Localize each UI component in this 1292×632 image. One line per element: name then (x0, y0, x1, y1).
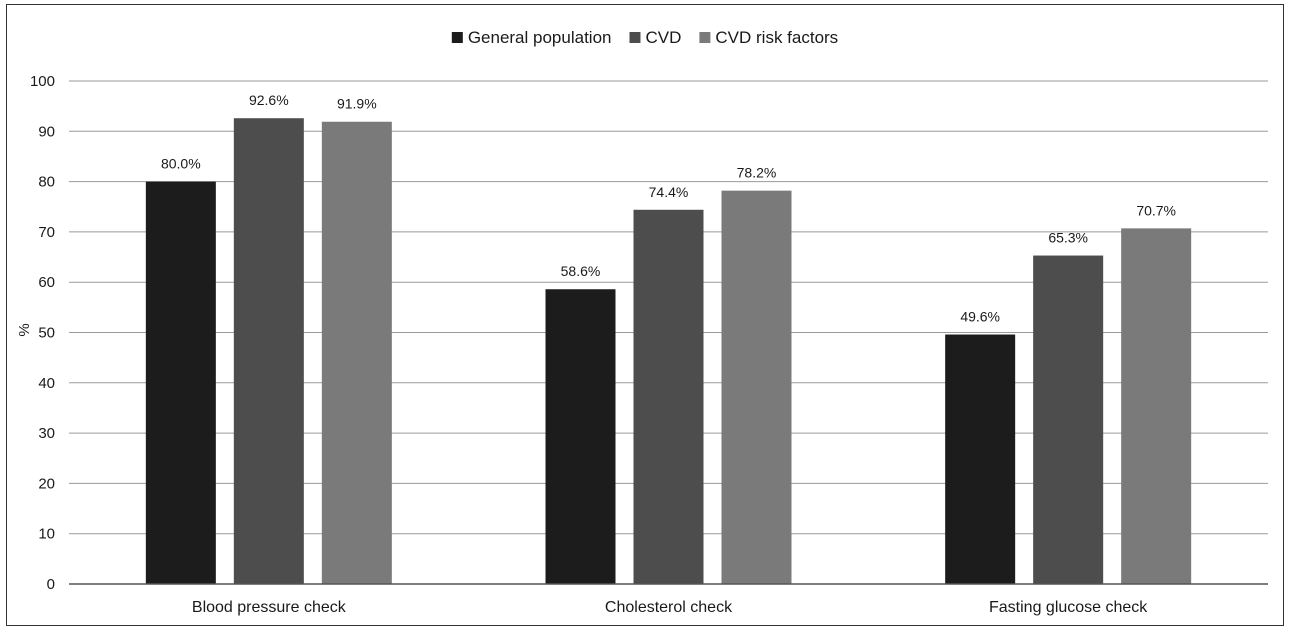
bar (545, 289, 616, 584)
data-label: 65.3% (1048, 230, 1088, 246)
y-tick-label: 0 (47, 576, 55, 593)
y-tick-label: 40 (38, 375, 55, 392)
data-label: 74.4% (649, 184, 689, 200)
bar (945, 334, 1016, 584)
category-label: Blood pressure check (192, 599, 347, 616)
data-labels: 80.0% 92.6% 91.9% 58.6% 74.4% 78.2% 49.6% 65.3%… (161, 92, 1176, 324)
data-label: 92.6% (249, 92, 289, 108)
y-axis-label: % (16, 323, 33, 336)
bar (633, 209, 704, 584)
y-tick-label: 90 (38, 123, 55, 140)
data-label: 70.7% (1136, 202, 1176, 218)
bar (1121, 228, 1192, 584)
y-tick-label: 80 (38, 174, 55, 191)
legend-swatch (451, 32, 463, 43)
bar (233, 118, 304, 585)
legend-label: CVD (645, 28, 681, 47)
bar (321, 121, 392, 585)
bar (145, 181, 216, 584)
category-label: Fasting glucose check (989, 599, 1148, 616)
legend-swatch (629, 32, 641, 43)
y-tick-label: 30 (38, 425, 55, 442)
y-tick-label: 50 (38, 325, 55, 342)
y-tick-label: 20 (38, 475, 55, 492)
bar (721, 190, 792, 585)
category-label: Cholesterol check (605, 599, 733, 616)
axes: 0 10 20 30 40 50 60 70 80 90 100 Blood pressure che… (30, 73, 1268, 616)
y-tick-label: 60 (38, 274, 55, 291)
chart-frame: 0 10 20 30 40 50 60 70 80 90 100 Blood pressure che… (6, 4, 1284, 626)
data-label: 91.9% (337, 96, 377, 112)
legend: General population CVD CVD risk factors (451, 28, 838, 47)
legend-label: CVD risk factors (715, 28, 838, 47)
data-label: 78.2% (737, 165, 777, 181)
y-tick-label: 10 (38, 526, 55, 543)
legend-swatch (699, 32, 711, 43)
bar-chart: 0 10 20 30 40 50 60 70 80 90 100 Blood pressure che… (16, 28, 1268, 616)
bars (145, 118, 1192, 585)
legend-label: General population (468, 28, 612, 47)
data-label: 80.0% (161, 156, 201, 172)
y-tick-label: 70 (38, 224, 55, 241)
y-tick-label: 100 (30, 73, 55, 90)
data-label: 49.6% (960, 309, 1000, 325)
bar (1033, 255, 1104, 584)
data-label: 58.6% (561, 263, 601, 279)
